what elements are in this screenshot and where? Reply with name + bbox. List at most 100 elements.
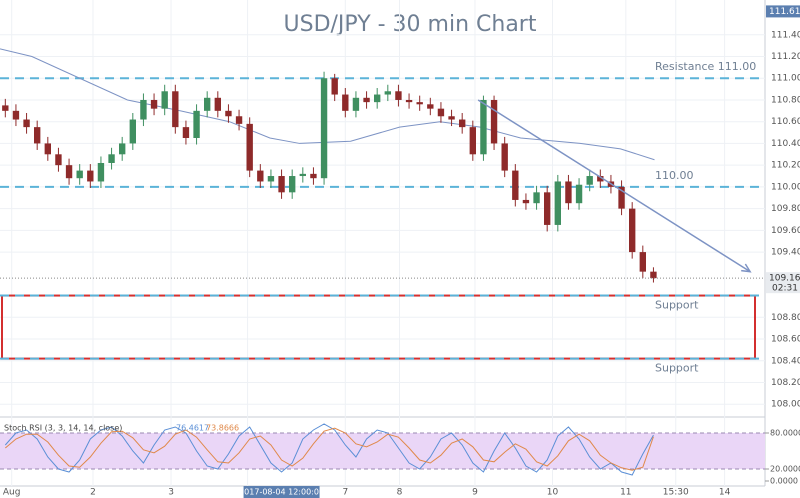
candle-body (374, 94, 381, 103)
candle-body (278, 176, 285, 193)
candle-body (12, 110, 20, 120)
x-tick-label: 2 (90, 488, 96, 498)
candle-body (129, 119, 136, 144)
level-label: Support (655, 299, 699, 312)
candle-body (257, 170, 264, 182)
top-price-label: 111.615 (769, 7, 800, 17)
stoch-title: Stoch RSI (3, 3, 14, 14, close) (4, 424, 122, 433)
candle-body (204, 97, 211, 111)
stoch-tick-label: 20.0000 (770, 465, 800, 474)
candle-body (384, 91, 391, 95)
candle-body (586, 176, 593, 185)
candle-body (76, 170, 83, 179)
y-tick-label: 108.400 (771, 356, 800, 366)
chart-title: USD/JPY - 30 min Chart (284, 12, 537, 37)
x-tick-label: 7 (342, 488, 348, 498)
candle-body (320, 78, 328, 179)
candle-body (87, 170, 94, 182)
candle-body (597, 176, 604, 182)
y-tick-label: 110.200 (771, 161, 800, 171)
trendline-arrow (741, 263, 752, 273)
stoch-band (0, 433, 765, 469)
candle-body (533, 192, 540, 204)
last-price-box (766, 272, 800, 294)
candle-body (575, 184, 583, 204)
stoch-k-value: 76.4617 (176, 424, 209, 433)
candle-body (512, 170, 519, 200)
candle-body (395, 91, 402, 100)
candle-body (469, 127, 476, 155)
y-tick-label: 108.800 (771, 313, 800, 323)
candle-body (363, 97, 370, 103)
candle-body (55, 154, 62, 166)
candle-body (161, 91, 168, 109)
candle-body (267, 176, 275, 182)
top-price-box (766, 5, 800, 18)
candle-body (490, 99, 498, 144)
y-tick-label: 108.600 (771, 335, 800, 345)
stoch-tick-label: 80.0000 (770, 429, 800, 438)
candle-body (97, 162, 105, 182)
x-tick-label: 11 (620, 488, 631, 498)
y-tick-label: 110.800 (771, 95, 800, 105)
x-tick-label: 10 (547, 488, 559, 498)
candle-body (544, 192, 551, 225)
candle-body (193, 110, 200, 138)
stoch-d-value: 73.8666 (206, 424, 239, 433)
candle-body (416, 102, 423, 105)
candle-body (427, 104, 434, 109)
candle-body (119, 143, 126, 155)
candle-body (182, 127, 190, 138)
x-tick-label: 8 (397, 488, 403, 498)
x-tick-label: 3 (168, 488, 174, 498)
crosshair-box (243, 486, 320, 498)
candle-body (246, 123, 253, 171)
x-tick-label: Aug (3, 488, 21, 498)
level-label: Support (655, 362, 699, 375)
candle-body (34, 127, 41, 144)
crosshair-label: 2017-08-04 12:00:00 (239, 488, 324, 497)
stoch-line (4, 427, 654, 471)
trendline (477, 99, 751, 273)
candle-body (437, 108, 445, 117)
level-label: 110.00 (655, 169, 694, 182)
x-tick-label: 15:30 (663, 488, 689, 498)
y-tick-label: 108.000 (771, 400, 800, 410)
candle-body (289, 176, 296, 193)
y-tick-label: 111.200 (771, 52, 800, 62)
candle-body (108, 154, 115, 163)
y-tick-label: 111.400 (771, 30, 800, 40)
candle-body (299, 173, 306, 177)
candle-body (554, 181, 561, 225)
y-tick-label: 109.800 (771, 204, 800, 214)
x-tick-label: 14 (719, 488, 731, 498)
candle-body (522, 199, 530, 204)
candle-body (331, 78, 338, 95)
candle-body (225, 110, 232, 117)
stoch-tick-label: 0.0000 (770, 477, 798, 486)
x-tick-label: 9 (472, 488, 478, 498)
candle-body (214, 97, 221, 111)
y-tick-label: 110.000 (771, 182, 800, 192)
candle-body (629, 208, 636, 253)
level-label: Resistance 111.00 (655, 60, 756, 73)
candle-body (405, 99, 413, 103)
candle-body (501, 143, 508, 171)
candle-body (448, 116, 455, 120)
y-tick-label: 108.200 (771, 378, 800, 388)
countdown-label: 02:31 (772, 284, 798, 294)
candle-body (352, 97, 360, 111)
candle-body (2, 105, 9, 111)
candle-body (480, 99, 487, 155)
candle-body (172, 91, 179, 128)
candle-body (650, 271, 657, 279)
candle-body (23, 119, 30, 128)
y-tick-label: 111.000 (771, 74, 800, 84)
candle-body (565, 181, 572, 204)
y-tick-label: 110.400 (771, 139, 800, 149)
candle-body (310, 173, 317, 179)
y-tick-label: 110.600 (771, 117, 800, 127)
candle-body (140, 99, 147, 120)
candle-body (342, 94, 349, 111)
